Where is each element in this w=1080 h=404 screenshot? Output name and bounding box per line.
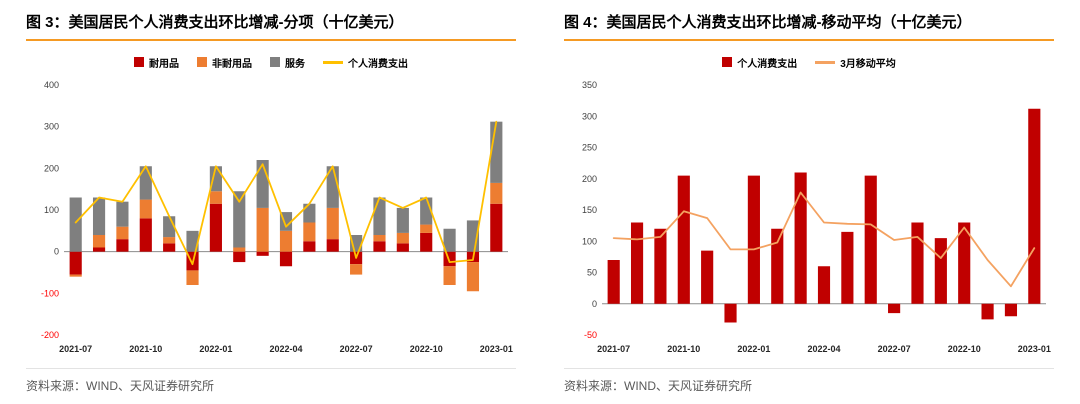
svg-text:0: 0	[54, 247, 59, 257]
legend-label: 个人消费支出	[737, 58, 798, 70]
svg-text:350: 350	[582, 80, 597, 90]
legend-square-swatch	[722, 57, 733, 67]
legend-line-swatch	[815, 60, 836, 64]
svg-text:2022-01: 2022-01	[737, 344, 770, 354]
source-note: 资料来源：WIND、天风证券研究所	[564, 368, 1054, 394]
svg-text:-100: -100	[41, 288, 59, 298]
legend-item: 3月移动平均	[815, 55, 896, 70]
legend-square-swatch	[270, 57, 280, 67]
chart-legend: 个人消费支出 3月移动平均	[564, 49, 1054, 75]
svg-text:2021-10: 2021-10	[667, 344, 700, 354]
svg-text:2022-01: 2022-01	[199, 344, 232, 354]
svg-text:300: 300	[44, 122, 59, 132]
legend-line-swatch	[323, 60, 343, 64]
legend-label: 耐用品	[149, 58, 179, 70]
svg-text:2023-01: 2023-01	[1018, 344, 1051, 354]
legend-label: 个人消费支出	[348, 58, 408, 70]
svg-text:2023-01: 2023-01	[480, 344, 513, 354]
svg-text:2022-07: 2022-07	[878, 344, 911, 354]
svg-text:2022-04: 2022-04	[269, 344, 302, 354]
svg-text:200: 200	[44, 163, 59, 173]
svg-text:200: 200	[582, 174, 597, 184]
svg-text:2021-07: 2021-07	[59, 344, 92, 354]
pce-breakdown-stacked-bar-chart: -200 -100 0 100 200 300 400 2021-07 2021-10 2022-…	[41, 80, 513, 354]
legend-item: 耐用品	[134, 55, 179, 70]
svg-text:-50: -50	[584, 330, 597, 340]
svg-text:250: 250	[582, 143, 597, 153]
legend-item: 个人消费支出	[323, 55, 408, 70]
svg-text:50: 50	[587, 268, 597, 278]
svg-text:100: 100	[44, 205, 59, 215]
svg-text:2021-07: 2021-07	[597, 344, 630, 354]
svg-text:2022-04: 2022-04	[807, 344, 840, 354]
legend-label: 3月移动平均	[840, 58, 896, 70]
svg-text:2022-10: 2022-10	[410, 344, 443, 354]
title-underline-rule	[26, 39, 516, 41]
svg-text:0: 0	[592, 299, 597, 309]
svg-text:100: 100	[582, 236, 597, 246]
chart-panel-pce-breakdown: 图 3：美国居民个人消费支出环比增减-分项（十亿美元） 耐用品 非耐用品 服务 个人消…	[26, 6, 516, 394]
pce-moving-average-bar-chart: -50 0 50 100 150 200 250 300 350 2021-07 2021-10 20…	[582, 80, 1051, 354]
legend-label: 非耐用品	[212, 58, 252, 70]
chart-panel-pce-moving-average: 图 4：美国居民个人消费支出环比增减-移动平均（十亿美元） 个人消费支出 3月移动…	[564, 6, 1054, 394]
svg-text:2021-10: 2021-10	[129, 344, 162, 354]
svg-text:400: 400	[44, 80, 59, 90]
svg-text:300: 300	[582, 111, 597, 121]
source-note: 资料来源：WIND、天风证券研究所	[26, 368, 516, 394]
legend-item: 个人消费支出	[722, 55, 797, 70]
legend-item: 服务	[270, 55, 305, 70]
svg-text:150: 150	[582, 205, 597, 215]
chart-title: 图 3：美国居民个人消费支出环比增减-分项（十亿美元）	[26, 14, 404, 31]
legend-square-swatch	[134, 57, 144, 67]
chart-legend: 耐用品 非耐用品 服务 个人消费支出	[26, 49, 516, 75]
svg-text:2022-07: 2022-07	[340, 344, 373, 354]
legend-square-swatch	[197, 57, 207, 67]
svg-text:-200: -200	[41, 330, 59, 340]
chart-title: 图 4：美国居民个人消费支出环比增减-移动平均（十亿美元）	[564, 14, 972, 31]
svg-text:2022-10: 2022-10	[948, 344, 981, 354]
legend-item: 非耐用品	[197, 55, 252, 70]
title-underline-rule	[564, 39, 1054, 41]
legend-label: 服务	[285, 58, 305, 70]
